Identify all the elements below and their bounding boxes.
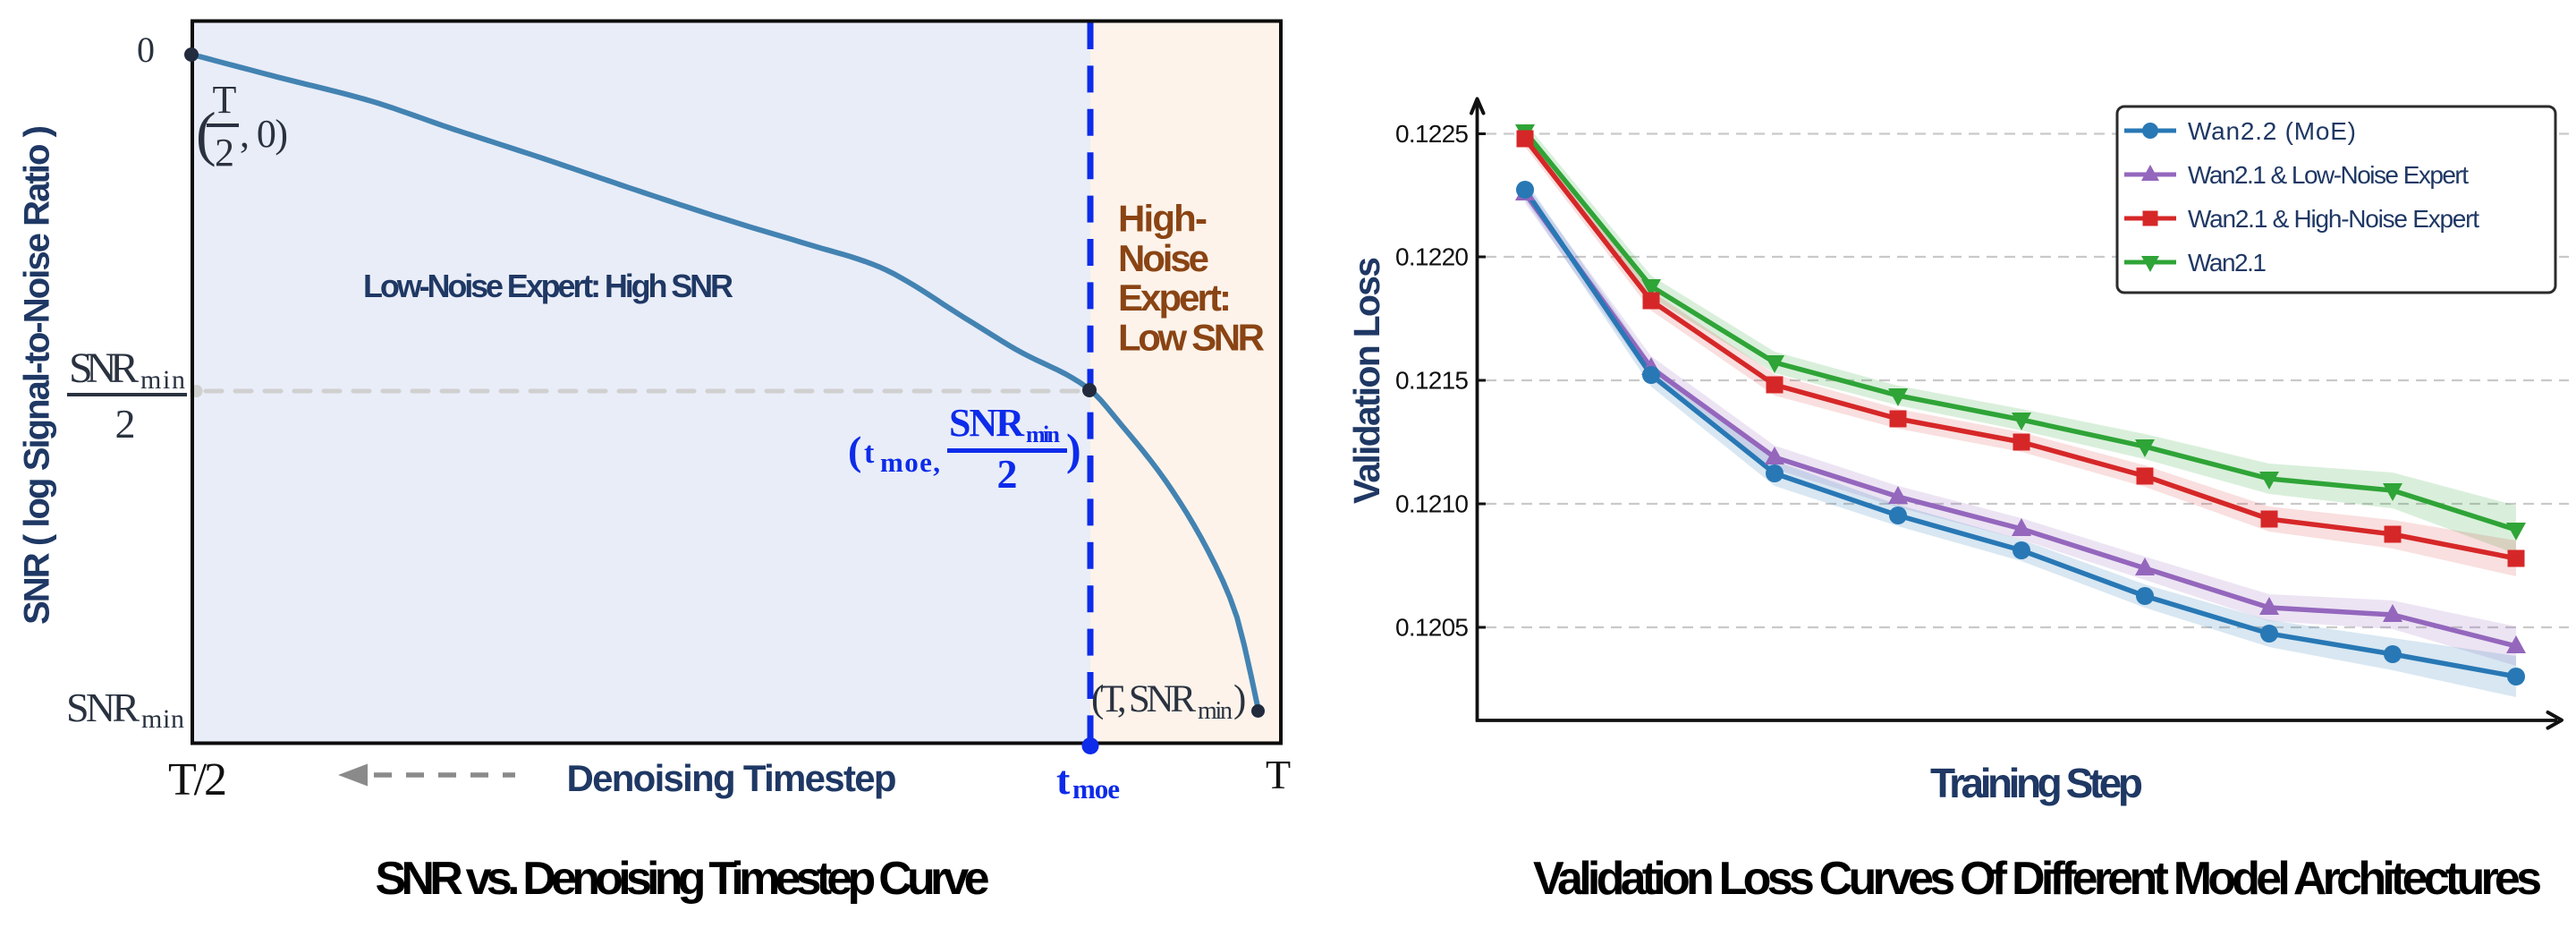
svg-text:High-: High- [1118, 198, 1208, 240]
svg-text:t: t [864, 437, 875, 470]
svg-text:SNR: SNR [66, 685, 140, 730]
svg-text:2: 2 [215, 131, 234, 175]
svg-text:(: ( [196, 99, 216, 167]
svg-text:moe: moe [1072, 773, 1120, 805]
svg-text:SNR: SNR [69, 345, 139, 392]
svg-text:0: 0 [137, 30, 155, 70]
svg-text:moe,: moe, [880, 447, 940, 478]
svg-text:Expert:: Expert: [1118, 277, 1232, 319]
svg-text:): ) [1066, 424, 1081, 474]
svg-text:0.1220: 0.1220 [1395, 243, 1469, 271]
svg-text:Training Step: Training Step [1930, 760, 2143, 806]
svg-text:(T, SNR: (T, SNR [1091, 678, 1196, 720]
svg-text:(: ( [848, 428, 861, 473]
svg-text:Validation Loss Curves Of Diff: Validation Loss Curves Of Different Mode… [1533, 853, 2542, 905]
svg-text:Wan2.1 & Low-Noise Expert: Wan2.1 & Low-Noise Expert [2188, 161, 2469, 189]
svg-text:2: 2 [115, 401, 136, 447]
svg-text:0.1225: 0.1225 [1395, 120, 1469, 148]
svg-text:Denoising Timestep: Denoising Timestep [567, 757, 897, 799]
svg-text:Low SNR: Low SNR [1118, 316, 1265, 358]
svg-text:T: T [213, 78, 237, 122]
svg-text:0.1205: 0.1205 [1395, 614, 1469, 642]
svg-text:SNR vs. Denoising Timestep Cur: SNR vs. Denoising Timestep Curve [376, 853, 990, 905]
svg-text:Wan2.1 & High-Noise Expert: Wan2.1 & High-Noise Expert [2188, 205, 2479, 233]
svg-text:0.1215: 0.1215 [1395, 367, 1469, 395]
svg-text:min: min [1026, 421, 1061, 447]
svg-text:min: min [140, 365, 185, 395]
svg-text:): ) [1233, 678, 1246, 720]
svg-text:SNR ( log Signal-to-Noise Rati: SNR ( log Signal-to-Noise Ratio ) [18, 125, 57, 625]
svg-text:0.1210: 0.1210 [1395, 490, 1469, 518]
svg-text:2: 2 [997, 451, 1018, 497]
svg-text:t: t [1056, 757, 1071, 803]
svg-text:Wan2.1: Wan2.1 [2188, 249, 2267, 277]
svg-text:Noise: Noise [1118, 237, 1209, 279]
svg-text:T: T [1266, 752, 1291, 797]
svg-text:SNR: SNR [949, 401, 1025, 445]
svg-text:Low-Noise Expert: High SNR: Low-Noise Expert: High SNR [363, 268, 733, 304]
svg-text:, 0): , 0) [240, 112, 288, 156]
svg-text:min: min [141, 704, 184, 734]
svg-text:Validation Loss: Validation Loss [1346, 257, 1387, 504]
svg-text:Wan2.2 (MoE): Wan2.2 (MoE) [2188, 117, 2356, 145]
svg-text:min: min [1198, 697, 1233, 725]
svg-text:T/2: T/2 [168, 754, 227, 805]
